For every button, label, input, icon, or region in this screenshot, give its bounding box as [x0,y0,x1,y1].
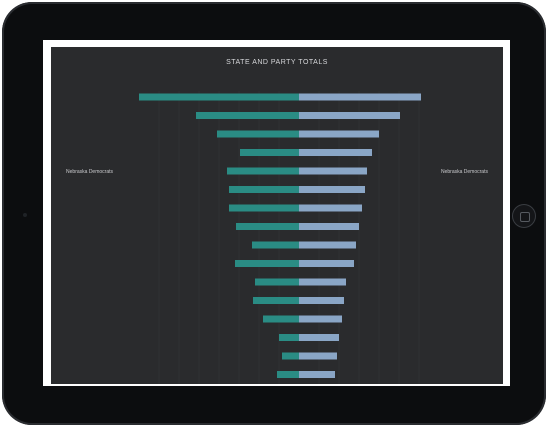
bar-right [299,315,342,323]
bar-right [299,186,365,193]
diverging-bar-chart: Nebraska Democrats Nebraska Democrats [66,91,488,384]
chart-title: STATE AND PARTY TOTALS [226,59,328,66]
home-button[interactable] [513,205,535,227]
bar-left [279,334,299,341]
bar-right [299,297,344,304]
bar-right [299,112,400,119]
bar-left [229,186,299,193]
bar-left [235,260,299,267]
bar-left [229,204,299,212]
bar-right [299,167,367,175]
bar-right [299,149,372,156]
bar-right [299,241,356,249]
bar-right [299,204,362,212]
bar-left [236,223,299,230]
bar-left [252,241,299,249]
bar-left [217,130,299,138]
bar-left [277,371,299,378]
bar-right [299,334,339,341]
chart-screen: STATE AND PARTY TOTALS Nebraska Democrat… [51,47,503,384]
bar-right [299,278,346,286]
bar-left [255,278,299,286]
bar-left [263,315,299,323]
bar-left [196,112,299,119]
bar-left [282,352,299,360]
bar-left [240,149,299,156]
category-label-right: Nebraska Democrats [441,169,488,175]
bar-right [299,93,421,101]
bar-right [299,223,359,230]
bar-right [299,371,335,378]
bar-right [299,260,354,267]
category-label-left: Nebraska Democrats [66,169,113,175]
bar-right [299,130,379,138]
bar-left [253,297,299,304]
camera-icon [23,213,27,217]
bar-left [227,167,299,175]
bar-left [139,93,299,101]
bar-right [299,352,337,360]
